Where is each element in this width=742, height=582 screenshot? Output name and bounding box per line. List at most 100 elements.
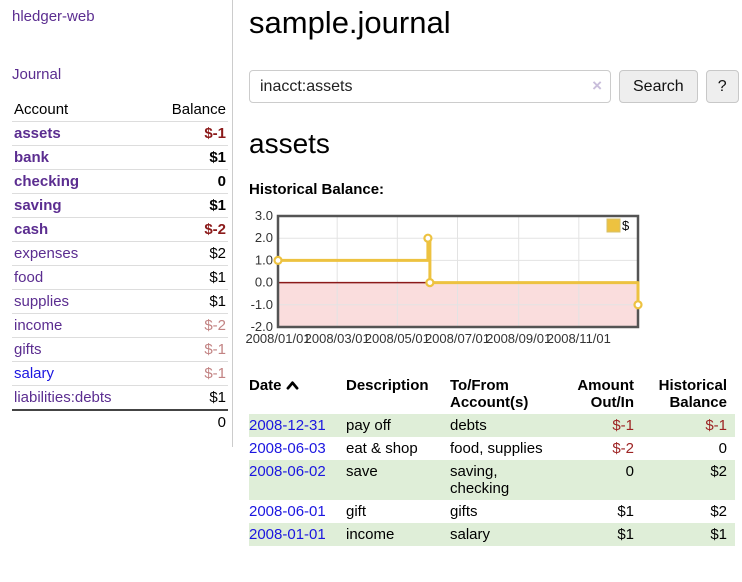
register-cell-accounts: gifts bbox=[450, 503, 478, 520]
account-row: gifts $-1 bbox=[12, 337, 228, 362]
register-cell-date: 2008-12-31 bbox=[249, 414, 346, 437]
chart-label: Historical Balance: bbox=[249, 181, 385, 198]
account-link[interactable]: assets bbox=[14, 125, 61, 142]
register-cell-amount: $1 bbox=[617, 503, 634, 520]
account-row: income $-2 bbox=[12, 313, 228, 338]
register-cell-description: save bbox=[346, 463, 378, 480]
account-heading: assets bbox=[249, 128, 330, 159]
page-title: sample.journal bbox=[249, 5, 451, 40]
account-balance: $-1 bbox=[149, 361, 228, 386]
account-link[interactable]: expenses bbox=[14, 245, 79, 262]
account-link[interactable]: supplies bbox=[14, 293, 70, 310]
account-balance: $1 bbox=[149, 265, 228, 290]
register-row: 2008-06-01 gift gifts $1 $2 bbox=[249, 500, 735, 523]
svg-text:2008/05/01: 2008/05/01 bbox=[365, 331, 430, 346]
register-cell-accounts: saving, checking bbox=[450, 463, 510, 497]
accounts-header-balance: Balance bbox=[171, 101, 226, 118]
account-balance: $-1 bbox=[149, 337, 228, 362]
account-balance: $2 bbox=[149, 241, 228, 266]
transaction-date-link[interactable]: 2008-12-31 bbox=[249, 417, 326, 434]
register-cell-balance: $2 bbox=[710, 463, 727, 480]
search-button[interactable]: Search bbox=[619, 70, 698, 103]
register-row: 2008-06-03 eat & shop food, supplies $-2 0 bbox=[249, 437, 735, 460]
account-link[interactable]: cash bbox=[14, 221, 49, 238]
svg-text:2008/03/01: 2008/03/01 bbox=[305, 331, 370, 346]
sidebar-item-journal[interactable]: Journal bbox=[12, 66, 62, 83]
sidebar: hledger-web Journal Account Balance asse… bbox=[0, 0, 233, 447]
account-link[interactable]: food bbox=[14, 269, 44, 286]
account-link[interactable]: checking bbox=[14, 173, 80, 190]
clear-search-icon[interactable]: × bbox=[592, 76, 602, 95]
register-cell-amount: 0 bbox=[625, 463, 634, 480]
account-link[interactable]: bank bbox=[14, 149, 50, 166]
register-cell-description: pay off bbox=[346, 417, 391, 434]
brand-link[interactable]: hledger-web bbox=[12, 8, 95, 25]
svg-text:0.0: 0.0 bbox=[255, 275, 273, 290]
account-row: saving $1 bbox=[12, 193, 228, 218]
transaction-date-link[interactable]: 2008-06-02 bbox=[249, 463, 326, 480]
register-header-amount: Amount Out/In bbox=[577, 377, 634, 411]
register-cell-date: 2008-06-02 bbox=[249, 460, 346, 500]
svg-text:$: $ bbox=[622, 218, 630, 233]
accounts-header-row: Account Balance bbox=[12, 98, 228, 122]
account-row: expenses $2 bbox=[12, 241, 228, 266]
register-cell-date: 2008-01-01 bbox=[249, 523, 346, 546]
account-link[interactable]: gifts bbox=[14, 341, 42, 358]
register-row: 2008-01-01 income salary $1 $1 bbox=[249, 523, 735, 546]
register-cell-accounts: salary bbox=[450, 526, 491, 543]
register-cell-description: gift bbox=[346, 503, 367, 520]
search-row: × Search ? bbox=[249, 70, 739, 103]
svg-text:2008/09/01: 2008/09/01 bbox=[486, 331, 551, 346]
svg-text:2008/11/01: 2008/11/01 bbox=[547, 331, 611, 346]
help-button[interactable]: ? bbox=[705, 70, 739, 103]
register-row: 2008-06-02 save saving, checking 0 $2 bbox=[249, 460, 735, 500]
account-row: supplies $1 bbox=[12, 289, 228, 314]
register-cell-amount: $-1 bbox=[612, 417, 634, 434]
account-row: cash $-2 bbox=[12, 217, 228, 242]
account-row: checking 0 bbox=[12, 169, 228, 194]
svg-text:2008/07/01: 2008/07/01 bbox=[425, 331, 490, 346]
register-header-row: Date Description To/From Account(s) Amou… bbox=[249, 374, 735, 414]
svg-text:1.0: 1.0 bbox=[255, 252, 273, 267]
account-link[interactable]: liabilities:debts bbox=[14, 389, 112, 406]
svg-text:-2.0: -2.0 bbox=[251, 319, 273, 334]
account-balance: $-1 bbox=[149, 121, 228, 146]
hledger-web-app: hledger-web Journal Account Balance asse… bbox=[0, 0, 742, 546]
transaction-date-link[interactable]: 2008-06-03 bbox=[249, 440, 326, 457]
register-row: 2008-12-31 pay off debts $-1 $-1 bbox=[249, 414, 735, 437]
account-balance: $-2 bbox=[149, 217, 228, 242]
chart-canvas: 3.0 2.0 1.0 0.0 -1.0 -2.02008/01/012008/03/01… bbox=[245, 208, 643, 346]
register-header-balance: Historical Balance bbox=[658, 377, 727, 411]
accounts-table: Account Balance assets $-1 bank $1 checking 0… bbox=[12, 98, 228, 434]
register-cell-accounts: debts bbox=[450, 417, 487, 434]
register-cell-accounts: food, supplies bbox=[450, 440, 543, 457]
register-header-date[interactable]: Date bbox=[249, 374, 346, 414]
account-link[interactable]: income bbox=[14, 317, 63, 334]
register-cell-description: eat & shop bbox=[346, 440, 418, 457]
accounts-total-spacer bbox=[12, 409, 150, 434]
main-content: sample.journal × Search ? assets Histori… bbox=[233, 0, 742, 546]
transaction-date-link[interactable]: 2008-01-01 bbox=[249, 526, 326, 543]
accounts-header-account: Account bbox=[14, 101, 69, 118]
register-cell-balance: $-1 bbox=[705, 417, 727, 434]
register-header-accounts: To/From Account(s) bbox=[450, 377, 529, 411]
account-row: salary $-1 bbox=[12, 361, 228, 386]
account-balance: $1 bbox=[149, 385, 228, 410]
register-cell-description: income bbox=[346, 526, 395, 543]
register-cell-amount: $1 bbox=[617, 526, 634, 543]
sort-ascending-icon bbox=[286, 378, 299, 395]
account-link[interactable]: saving bbox=[14, 197, 62, 214]
svg-text:2008/01/01: 2008/01/01 bbox=[245, 331, 310, 346]
accounts-total-row: 0 bbox=[12, 409, 228, 434]
register-cell-balance: $2 bbox=[710, 503, 727, 520]
historical-balance-chart: 3.0 2.0 1.0 0.0 -1.0 -2.0 2008/01/01 2008/03/01… bbox=[245, 208, 659, 352]
register-table: Date Description To/From Account(s) Amou… bbox=[249, 374, 735, 546]
transaction-date-link[interactable]: 2008-06-01 bbox=[249, 503, 326, 520]
svg-text:2.0: 2.0 bbox=[255, 230, 273, 245]
account-row: bank $1 bbox=[12, 145, 228, 170]
account-row: assets $-1 bbox=[12, 121, 228, 146]
account-balance: $1 bbox=[149, 193, 228, 218]
account-balance: 0 bbox=[149, 169, 228, 194]
account-link[interactable]: salary bbox=[14, 365, 55, 382]
search-input[interactable] bbox=[249, 70, 611, 103]
